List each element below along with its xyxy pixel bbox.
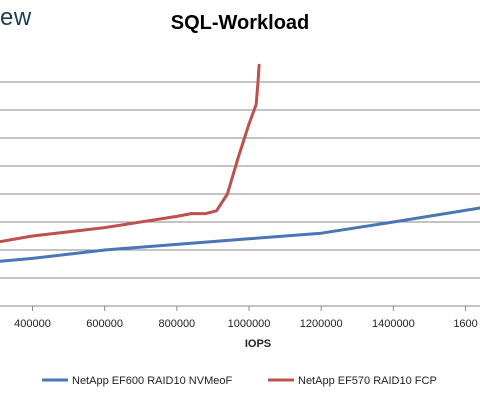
x-tick-label-3: 1000000 bbox=[228, 318, 271, 330]
series-layer bbox=[0, 63, 480, 263]
x-tick-label-2: 800000 bbox=[158, 318, 195, 330]
brand-logo-text: ew bbox=[0, 4, 32, 31]
series-line-1 bbox=[0, 63, 261, 244]
series-line-0 bbox=[0, 206, 480, 263]
x-axis-title: IOPS bbox=[245, 338, 271, 350]
x-tick-label-6: 1600 bbox=[453, 318, 477, 330]
legend: NetApp EF600 RAID10 NVMeoF NetApp EF570 R… bbox=[42, 375, 437, 387]
grid-layer bbox=[0, 81, 480, 279]
x-tick-label-5: 1400000 bbox=[372, 318, 415, 330]
axis-layer: 400000 600000 800000 1000000 1200000 1400000 1… bbox=[0, 305, 480, 330]
legend-label-1: NetApp EF570 RAID10 FCP bbox=[298, 375, 437, 387]
x-tick-label-1: 600000 bbox=[86, 318, 123, 330]
chart-title: SQL-Workload bbox=[170, 12, 310, 34]
x-tick-label-4: 1200000 bbox=[300, 318, 343, 330]
legend-label-0: NetApp EF600 RAID10 NVMeoF bbox=[72, 375, 232, 387]
x-tick-label-0: 400000 bbox=[14, 318, 51, 330]
